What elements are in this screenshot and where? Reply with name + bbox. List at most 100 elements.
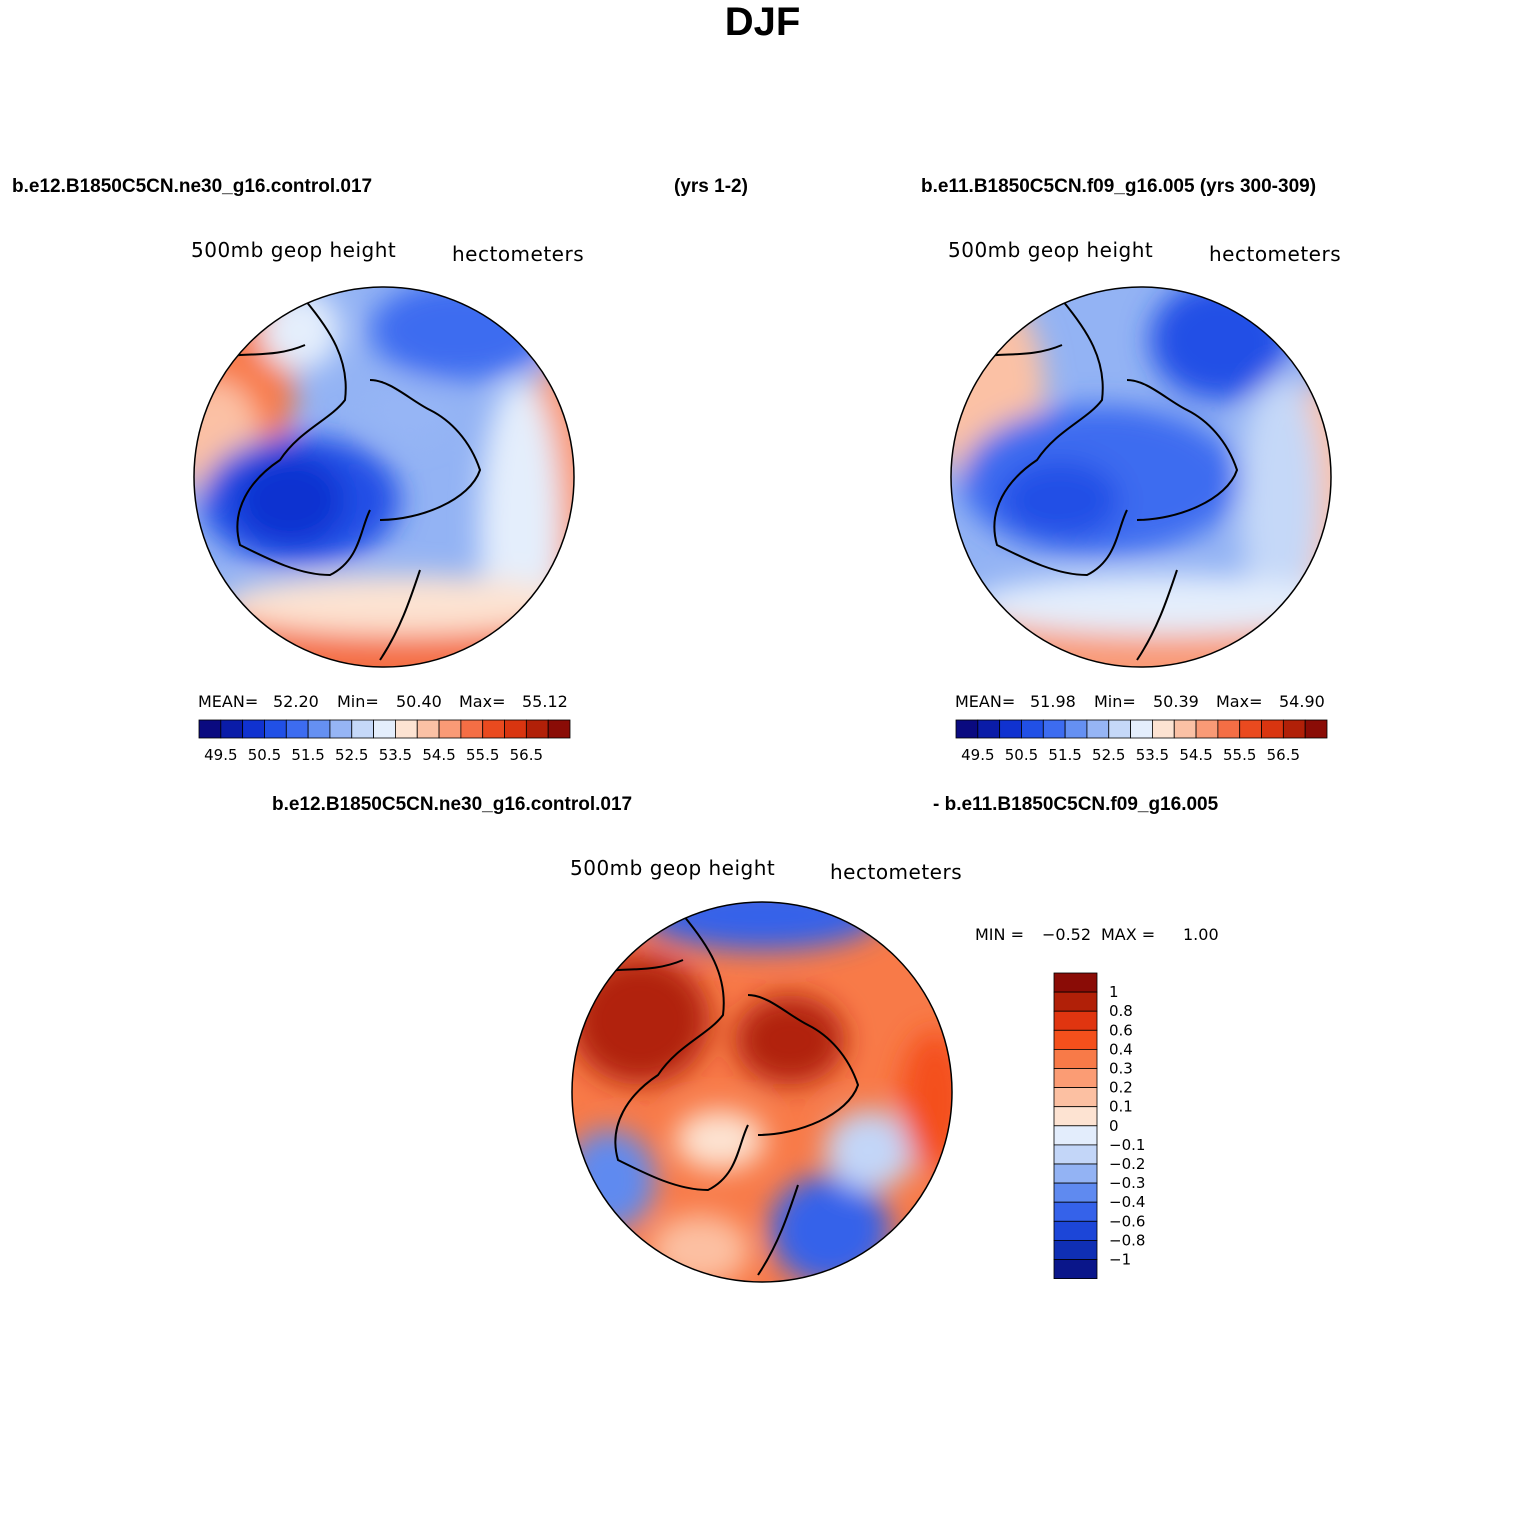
panel3-colorbar-tick-label: −0.3 <box>1109 1174 1145 1192</box>
panel3-colorbar-box <box>1053 1240 1098 1260</box>
panel1-min-label: Min= <box>337 692 379 711</box>
panel3-colorbar-box <box>1053 991 1098 1012</box>
panel2-min-label: Min= <box>1094 692 1136 711</box>
panel3-colorbar-tick-label: 0 <box>1109 1117 1119 1135</box>
panel3-min-north <box>642 902 882 950</box>
panel2-colorbar-tick-label: 53.5 <box>1136 746 1169 764</box>
panel3-colorbar-tick-label: −0.6 <box>1109 1212 1145 1230</box>
panel3-min-south <box>770 1175 890 1282</box>
panel1-colorbar-box <box>504 719 527 739</box>
panel3-max-label: MAX = <box>1101 925 1156 944</box>
panel2-colorbar-box <box>1217 719 1241 739</box>
panel3-coastlines <box>592 914 860 1276</box>
panel1-colorbar-tick-label: 49.5 <box>204 746 237 764</box>
panel3-pos-south <box>650 1215 750 1282</box>
panel2-coast-2 <box>1126 379 1239 521</box>
panel1-colorbar-box <box>307 719 331 739</box>
panel3-coast-1 <box>614 914 749 1192</box>
panel1-colorbar-box <box>416 719 440 739</box>
panel2-colorbar-box <box>1042 719 1066 739</box>
panel3-colorbar-tick-label: 0.1 <box>1109 1098 1133 1116</box>
panel3-min-west <box>572 1130 655 1230</box>
panel2-colorbar-box <box>1108 719 1131 739</box>
panel2-map-border <box>950 286 1332 668</box>
panel2-low-core <box>1000 460 1120 540</box>
panel2-variable-label: 500mb geop height <box>948 238 1154 262</box>
panel1-colorbar: 49.5 50.5 51.5 52.5 53.5 54.5 55.5 56.5 <box>198 719 571 764</box>
panel1-max-value: 55.12 <box>522 692 568 711</box>
panel3-colorbar-box <box>1053 1106 1098 1127</box>
panel1-coast-2 <box>369 379 482 521</box>
panel1-edge-east <box>480 380 560 667</box>
panel2-units-label: hectometers <box>1209 242 1342 266</box>
panel1-colorbar-tick-label: 52.5 <box>335 746 368 764</box>
panel3-colorbar-tick-label: −1 <box>1109 1251 1131 1269</box>
panel2-colorbar-tick-label: 55.5 <box>1223 746 1256 764</box>
panel1-coast-1 <box>236 299 371 577</box>
panel1-colorbar-tick-label: 51.5 <box>291 746 324 764</box>
panel1-colorbar-box <box>220 719 244 739</box>
panel2-mean-value: 51.98 <box>1030 692 1076 711</box>
panel1-colorbar-tick-label: 56.5 <box>510 746 543 764</box>
panel3-colorbar-box <box>1053 1087 1098 1108</box>
panel2-colorbar-box <box>1282 719 1306 739</box>
panel2-colorbar-box <box>1304 719 1328 739</box>
panel3-colorbar-box <box>1053 1220 1098 1241</box>
panel2-colorbar: 49.5 50.5 51.5 52.5 53.5 54.5 55.5 56.5 <box>955 719 1328 764</box>
panel2-colorbar-tick-label: 52.5 <box>1092 746 1125 764</box>
panel3-min-label: MIN = <box>975 925 1024 944</box>
panel3-min-value: −0.52 <box>1042 925 1092 944</box>
panel1-low-core <box>235 455 345 545</box>
figure-title: DJF <box>724 0 801 44</box>
panel3-max-west <box>572 955 710 1085</box>
panel3-max-value: 1.00 <box>1183 925 1219 944</box>
panel3-colorbar-tick-label: 0.2 <box>1109 1079 1133 1097</box>
panel2-colorbar-tick-label: 51.5 <box>1048 746 1081 764</box>
panel2-max-label: Max= <box>1216 692 1263 711</box>
panel1-coast-3 <box>379 569 421 661</box>
panel1-colorbar-box <box>395 719 418 739</box>
panel3-colorbar-tick-label: −0.8 <box>1109 1231 1145 1249</box>
panel1-colorbar-tick-label: 54.5 <box>422 746 455 764</box>
panel1-variable-label: 500mb geop height <box>191 238 397 262</box>
panel2-edge-south <box>970 575 1331 635</box>
bottom-case-a-title: b.e12.B1850C5CN.ne30_g16.control.017 <box>272 794 633 815</box>
panel2-colorbar-box <box>1239 719 1262 739</box>
panel1-colorbar-box <box>351 719 374 739</box>
panel3-colorbar: 10.80.60.4 0.30.20.10−0.1−0.2−0.3−0.4−0.6… <box>1053 972 1145 1280</box>
panel1-mean-label: MEAN= <box>198 692 259 711</box>
panel1-colorbar-box <box>460 719 484 739</box>
panel3-colorbar-box <box>1053 1144 1098 1165</box>
panel2-edge-east <box>1240 370 1320 630</box>
panel3-colorbar-tick-label: −0.1 <box>1109 1136 1145 1154</box>
panel1-map-border <box>193 286 575 668</box>
panel3-colorbar-box <box>1053 1163 1098 1184</box>
panel1-colorbar-box <box>242 719 265 739</box>
panel3-colorbar-tick-label: −0.4 <box>1109 1193 1145 1211</box>
top-left-years: (yrs 1-2) <box>674 176 748 197</box>
panel3-coast-3 <box>757 1184 799 1276</box>
panel3-colorbar-box <box>1053 972 1098 993</box>
panel2-colorbar-tick-label: 56.5 <box>1267 746 1300 764</box>
panel1-ridge-north <box>370 380 450 440</box>
panel1-mean-value: 52.20 <box>273 692 319 711</box>
panel1-max-label: Max= <box>459 692 506 711</box>
panel3-colorbar-box <box>1053 1259 1098 1280</box>
panel1-colorbar-box <box>438 719 462 739</box>
panel3-map-border <box>571 901 953 1283</box>
panel2-colorbar-tick-label: 50.5 <box>1005 746 1038 764</box>
panel1-units-label: hectometers <box>452 242 585 266</box>
panel2-colorbar-box <box>1130 719 1153 739</box>
panel1-colorbar-box <box>482 719 505 739</box>
panel2-colorbar-box <box>1021 719 1044 739</box>
panel3-colorbar-box <box>1053 1201 1098 1222</box>
panel1-colorbar-box <box>264 719 287 739</box>
top-left-case-title: b.e12.B1850C5CN.ne30_g16.control.017 <box>12 176 373 197</box>
panel3-coast-2 <box>747 994 860 1136</box>
panel2-colorbar-tick-label: 49.5 <box>961 746 994 764</box>
panel2-colorbar-tick-label: 54.5 <box>1179 746 1212 764</box>
panel3-max-center <box>735 995 845 1085</box>
panel1-colorbar-box <box>547 719 571 739</box>
panel3-colorbar-box <box>1053 1029 1098 1050</box>
